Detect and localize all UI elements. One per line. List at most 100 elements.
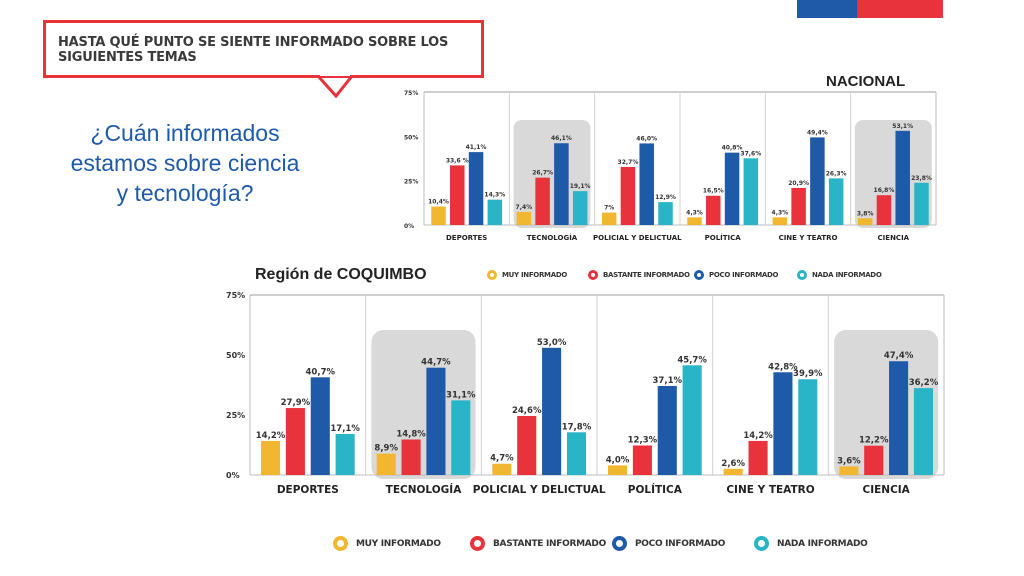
data-label: 14,2% (256, 431, 286, 441)
legend-item-poco-informado: POCO INFORMADO (612, 536, 725, 551)
data-label: 17,1% (330, 424, 360, 434)
highlight-ciencia (854, 120, 932, 228)
legend-label: MUY INFORMADO (356, 538, 441, 549)
legend-marker-icon (797, 270, 807, 280)
data-label: 32,7% (618, 159, 639, 166)
category-label: DEPORTES (446, 234, 487, 242)
data-label: 8,9% (374, 444, 398, 454)
legend-item-muy-informado: MUY INFORMADO (487, 270, 567, 280)
bar-deportes-nada-informado (487, 199, 503, 225)
category-label: CINE Y TEATRO (726, 484, 814, 496)
data-label: 44,7% (421, 358, 451, 368)
bar-tecnologia-nada-informado (572, 191, 588, 225)
data-label: 12,9% (655, 194, 676, 201)
bar-ciencia-bastante-informado (864, 445, 884, 475)
data-label: 31,1% (446, 390, 476, 400)
category-label: TECNOLOGÍA (386, 483, 463, 496)
bar-ciencia-poco-informado (889, 361, 909, 475)
bar-ciencia-poco-informado (895, 130, 910, 225)
bar-cine-y-teatro-nada-informado (828, 178, 844, 225)
bar-policial-y-delictual-muy-informado (492, 463, 512, 475)
data-label: 42,8% (768, 362, 798, 372)
bar-cine-y-teatro-bastante-informado (791, 187, 806, 225)
bar-ciencia-nada-informado (914, 182, 929, 225)
bar-cine-y-teatro-bastante-informado (748, 440, 768, 475)
bar-policial-y-delictual-nada-informado (566, 432, 587, 475)
data-label: 37,6% (740, 150, 761, 157)
flag-red-stripe (857, 0, 943, 18)
data-label: 40,8% (722, 145, 743, 152)
bar-deportes-muy-informado (431, 206, 446, 225)
bar-tecnologia-nada-informado (451, 400, 471, 475)
highlight-ciencia (834, 330, 939, 479)
legend-label: POCO INFORMADO (709, 271, 779, 279)
data-label: 40,7% (306, 367, 336, 377)
y-tick-label: 75% (226, 291, 245, 300)
legend-marker-icon (754, 536, 769, 551)
legend-item-poco-informado: POCO INFORMADO (694, 270, 778, 280)
data-label: 16,8% (874, 187, 895, 194)
category-label: TECNOLOGÍA (527, 233, 578, 242)
y-tick-label: 25% (226, 411, 245, 420)
y-tick-label: 0% (404, 223, 414, 230)
bar-deportes-nada-informado (335, 433, 355, 475)
data-label: 4,3% (686, 209, 703, 216)
bar-politica-nada-informado (743, 158, 759, 225)
category-label: CIENCIA (863, 484, 911, 496)
question-line-3: y tecnología? (116, 180, 254, 206)
data-label: 53,1% (892, 123, 913, 130)
legend-item-bastante-informado: BASTANTE INFORMADO (588, 270, 690, 280)
legend-label: BASTANTE INFORMADO (493, 538, 606, 549)
data-label: 27,9% (281, 398, 311, 408)
data-label: 19,1% (570, 183, 591, 190)
legend-item-nada-informado: NADA INFORMADO (797, 270, 882, 280)
category-label: POLICIAL Y DELICTUAL (593, 234, 682, 242)
callout-box: Hasta qué punto se siente informado sobr… (43, 20, 484, 78)
legend-label: MUY INFORMADO (502, 271, 567, 279)
data-label: 16,5% (703, 188, 724, 195)
data-label: 41,1% (466, 144, 487, 151)
bar-deportes-bastante-informado (450, 165, 465, 225)
bar-policial-y-delictual-poco-informado (542, 347, 562, 475)
category-label: POLÍTICA (628, 483, 683, 496)
legend-label: NADA INFORMADO (812, 271, 882, 279)
data-label: 12,3% (628, 435, 658, 445)
data-label: 46,1% (551, 135, 572, 142)
legend-label: NADA INFORMADO (777, 538, 868, 549)
bar-tecnologia-bastante-informado (401, 439, 421, 475)
legend-label: BASTANTE INFORMADO (603, 271, 690, 279)
data-label: 7% (604, 205, 614, 212)
bar-politica-muy-informado (687, 217, 702, 225)
data-label: 20,9% (788, 180, 809, 187)
category-label: CIENCIA (878, 234, 910, 242)
bar-cine-y-teatro-nada-informado (798, 379, 818, 475)
bar-deportes-muy-informado (260, 440, 281, 475)
bar-ciencia-muy-informado (839, 466, 859, 475)
data-label: 46,0% (636, 135, 657, 142)
legend-marker-icon (588, 270, 598, 280)
legend-marker-icon (487, 270, 497, 280)
bar-tecnologia-poco-informado (426, 367, 446, 475)
bar-policial-y-delictual-poco-informado (639, 143, 654, 225)
data-label: 3,8% (857, 210, 874, 217)
bar-politica-bastante-informado (706, 195, 721, 225)
data-label: 26,3% (826, 170, 847, 177)
bar-cine-y-teatro-muy-informado (772, 217, 788, 225)
data-label: 24,6% (512, 406, 542, 416)
bar-policial-y-delictual-nada-informado (658, 202, 673, 225)
category-label: DEPORTES (277, 484, 339, 496)
legend-item-muy-informado: MUY INFORMADO (333, 536, 441, 551)
category-label: CINE Y TEATRO (779, 234, 838, 242)
highlight-tecnologia (371, 330, 476, 479)
y-tick-label: 0% (226, 471, 240, 480)
bar-tecnologia-bastante-informado (535, 177, 550, 225)
bar-policial-y-delictual-bastante-informado (620, 167, 636, 225)
data-label: 4,0% (606, 455, 630, 465)
bar-ciencia-muy-informado (857, 218, 873, 225)
data-label: 14,8% (396, 429, 426, 439)
bar-cine-y-teatro-poco-informado (810, 137, 825, 225)
legend-marker-icon (694, 270, 704, 280)
data-label: 39,9% (793, 369, 823, 379)
bar-politica-nada-informado (682, 365, 702, 475)
